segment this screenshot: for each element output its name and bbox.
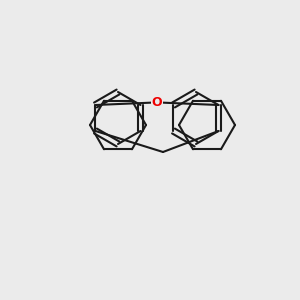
Text: O: O xyxy=(152,96,162,109)
